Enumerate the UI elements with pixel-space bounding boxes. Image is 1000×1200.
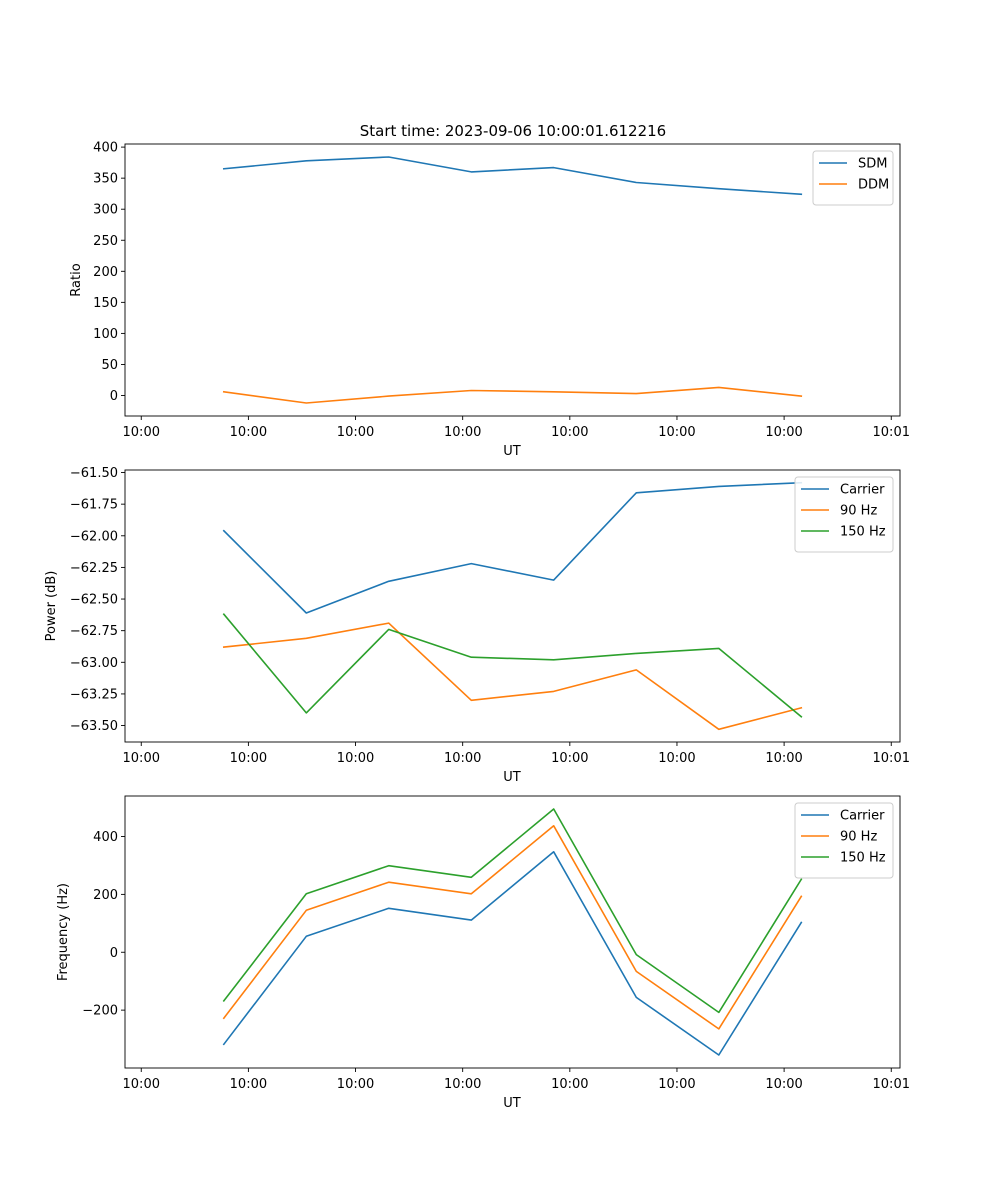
series-line-90-hz: [222, 622, 803, 731]
y-tick-label: −61.75: [70, 498, 118, 513]
y-axis-label: Power (dB): [44, 571, 59, 642]
y-tick-label: 150: [93, 296, 118, 311]
y-tick-label: 0: [110, 946, 118, 961]
x-tick-label: 10:00: [337, 425, 374, 440]
charts-layer: 10:00 10:00 10:00 10:00 10:00 10:00 10:00 10:01…: [44, 141, 910, 1111]
y-tick-label: 50: [101, 358, 118, 373]
chart-panel-2: 10:00 10:00 10:00 10:00 10:00 10:00 10:00 10:01…: [44, 466, 910, 785]
y-tick-label: −61.50: [70, 466, 118, 481]
legend-label: 150 Hz: [840, 525, 886, 540]
legend-box: [794, 802, 894, 879]
legend-label: 90 Hz: [840, 504, 877, 519]
x-tick-label: 10:00: [765, 425, 802, 440]
x-tick-label: 10:01: [873, 425, 910, 440]
x-tick-label: 10:00: [230, 1077, 267, 1092]
legend-box: [794, 476, 894, 553]
y-tick-label: 200: [93, 265, 118, 280]
x-tick-label: 10:00: [337, 1077, 374, 1092]
x-tick-label: 10:00: [551, 425, 588, 440]
y-tick-label: −200: [82, 1004, 118, 1019]
legend: Carrier 90 Hz 150 Hz: [794, 802, 894, 879]
y-axis-label: Ratio: [69, 263, 84, 296]
x-axis-label: UT: [503, 770, 521, 785]
x-tick-label: 10:00: [444, 425, 481, 440]
y-tick-label: 250: [93, 234, 118, 249]
series-line-90-hz: [222, 824, 803, 1030]
x-tick-label: 10:00: [337, 751, 374, 766]
legend-label: Carrier: [840, 809, 885, 824]
y-tick-label: −63.50: [70, 719, 118, 734]
y-tick-label: 300: [93, 203, 118, 218]
y-tick-label: −62.75: [70, 624, 118, 639]
x-tick-label: 10:00: [765, 751, 802, 766]
legend: Carrier 90 Hz 150 Hz: [794, 476, 894, 553]
x-tick-label: 10:00: [230, 751, 267, 766]
series-line-carrier: [222, 850, 803, 1056]
chart-panel-3: 10:00 10:00 10:00 10:00 10:00 10:00 10:00 10:01…: [56, 795, 910, 1111]
x-tick-label: 10:00: [123, 1077, 160, 1092]
series-line-ddm: [222, 386, 803, 404]
axes-frame: [124, 795, 901, 1069]
axes-frame: [124, 143, 901, 417]
legend-box: [812, 150, 894, 206]
legend-label: Carrier: [840, 483, 885, 498]
x-tick-label: 10:00: [230, 425, 267, 440]
legend-label: 90 Hz: [840, 830, 877, 845]
x-tick-label: 10:00: [658, 1077, 695, 1092]
x-tick-label: 10:00: [123, 751, 160, 766]
y-tick-label: −62.50: [70, 593, 118, 608]
legend-label: SDM: [858, 157, 887, 172]
y-tick-label: 200: [93, 888, 118, 903]
axes-frame: [124, 469, 901, 743]
x-tick-label: 10:00: [551, 1077, 588, 1092]
series-line-sdm: [222, 156, 803, 196]
y-tick-label: 0: [110, 389, 118, 404]
x-axis-label: UT: [503, 444, 521, 459]
x-tick-label: 10:00: [765, 1077, 802, 1092]
y-tick-label: 100: [93, 327, 118, 342]
legend-label: DDM: [858, 178, 889, 193]
y-tick-label: −62.25: [70, 561, 118, 576]
y-tick-label: −62.00: [70, 529, 118, 544]
series-line-150-hz: [222, 808, 803, 1014]
y-tick-label: 400: [93, 141, 118, 156]
y-tick-label: −63.25: [70, 687, 118, 702]
y-tick-label: 350: [93, 172, 118, 187]
x-tick-label: 10:01: [873, 1077, 910, 1092]
x-tick-label: 10:01: [873, 751, 910, 766]
series-line-carrier: [222, 481, 803, 614]
y-tick-label: 400: [93, 830, 118, 845]
x-tick-label: 10:00: [658, 425, 695, 440]
x-tick-label: 10:00: [551, 751, 588, 766]
series-line-150-hz: [222, 613, 803, 718]
x-tick-label: 10:00: [444, 1077, 481, 1092]
legend-label: 150 Hz: [840, 851, 886, 866]
y-tick-label: −63.00: [70, 656, 118, 671]
legend: SDM DDM: [812, 150, 894, 206]
x-tick-label: 10:00: [658, 751, 695, 766]
figure-title: Start time: 2023-09-06 10:00:01.612216: [360, 122, 666, 140]
y-axis-label: Frequency (Hz): [56, 883, 71, 981]
x-tick-label: 10:00: [123, 425, 160, 440]
x-axis-label: UT: [503, 1096, 521, 1111]
chart-panel-1: 10:00 10:00 10:00 10:00 10:00 10:00 10:00 10:01…: [69, 141, 910, 459]
x-tick-label: 10:00: [444, 751, 481, 766]
